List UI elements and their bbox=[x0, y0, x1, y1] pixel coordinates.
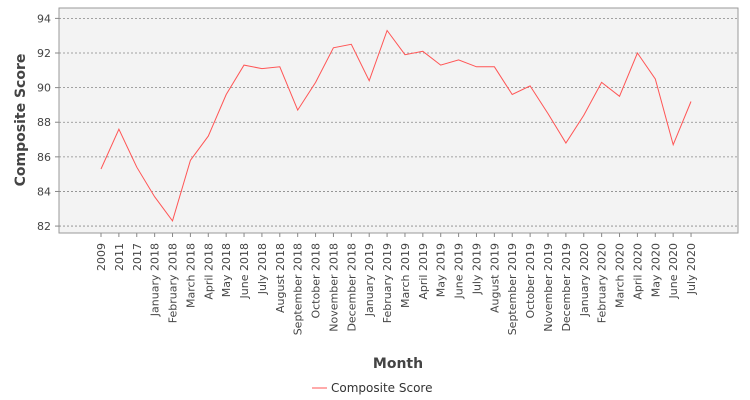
x-tick-label: January 2018 bbox=[149, 243, 162, 317]
x-tick-label: February 2020 bbox=[596, 243, 609, 323]
x-tick-label: July 2018 bbox=[256, 243, 269, 295]
x-tick-label: April 2020 bbox=[631, 243, 644, 300]
data-point bbox=[368, 79, 371, 82]
y-axis-title: Composite Score bbox=[13, 54, 29, 187]
x-tick-label: July 2020 bbox=[685, 243, 698, 295]
x-tick-label: June 2019 bbox=[453, 243, 466, 299]
x-tick-label: November 2018 bbox=[327, 243, 340, 332]
x-tick-label: December 2019 bbox=[560, 243, 573, 332]
data-point bbox=[350, 43, 353, 46]
data-point bbox=[278, 65, 281, 68]
data-point bbox=[386, 29, 389, 32]
y-tick-label: 88 bbox=[37, 116, 51, 129]
y-axis-ticks: 82 84 86 88 90 92 94 bbox=[37, 12, 59, 233]
data-point bbox=[421, 50, 424, 53]
data-point bbox=[475, 65, 478, 68]
x-tick-label: May 2020 bbox=[649, 243, 662, 297]
data-point bbox=[225, 93, 228, 96]
y-tick-label: 90 bbox=[37, 82, 51, 95]
x-tick-label: March 2019 bbox=[399, 243, 412, 308]
data-point bbox=[493, 65, 496, 68]
data-point bbox=[314, 81, 317, 84]
x-tick-label: May 2019 bbox=[435, 243, 448, 297]
data-point bbox=[207, 135, 210, 138]
y-tick-label: 82 bbox=[37, 220, 51, 233]
x-tick-label: March 2020 bbox=[614, 243, 627, 308]
data-point bbox=[100, 167, 103, 170]
data-point bbox=[457, 58, 460, 61]
x-tick-label: November 2019 bbox=[542, 243, 555, 332]
y-tick-label: 92 bbox=[37, 47, 51, 60]
y-tick-label: 94 bbox=[37, 12, 51, 25]
data-point bbox=[135, 166, 138, 169]
data-point bbox=[153, 195, 156, 198]
data-point bbox=[690, 100, 693, 103]
data-point bbox=[189, 159, 192, 162]
x-tick-label: 2009 bbox=[95, 243, 108, 271]
x-tick-label: March 2018 bbox=[184, 243, 197, 308]
x-tick-label: 2017 bbox=[131, 243, 144, 271]
x-tick-label: 2011 bbox=[113, 243, 126, 271]
legend: Composite Score bbox=[312, 381, 432, 395]
x-tick-label: October 2019 bbox=[524, 243, 537, 319]
x-tick-label: September 2018 bbox=[292, 243, 305, 335]
x-tick-label: June 2018 bbox=[238, 243, 251, 299]
x-tick-label: October 2018 bbox=[310, 243, 323, 319]
x-tick-label: April 2018 bbox=[202, 243, 215, 300]
data-point bbox=[672, 143, 675, 146]
data-point bbox=[636, 52, 639, 55]
data-point bbox=[547, 112, 550, 115]
series-lines bbox=[100, 29, 693, 223]
data-point bbox=[403, 53, 406, 56]
data-point bbox=[600, 81, 603, 84]
data-point bbox=[439, 64, 442, 67]
data-point bbox=[618, 95, 621, 98]
y-tick-label: 84 bbox=[37, 185, 51, 198]
x-tick-label: December 2018 bbox=[345, 243, 358, 332]
data-point bbox=[332, 46, 335, 49]
x-tick-label: September 2019 bbox=[506, 243, 519, 335]
data-point bbox=[296, 109, 299, 112]
data-point bbox=[582, 114, 585, 117]
x-tick-label: February 2019 bbox=[381, 243, 394, 323]
data-point bbox=[564, 142, 567, 145]
data-point bbox=[529, 84, 532, 87]
series-line-composite-score bbox=[100, 29, 692, 223]
x-tick-label: February 2018 bbox=[167, 243, 180, 323]
x-tick-label: January 2019 bbox=[363, 243, 376, 317]
x-tick-label: June 2020 bbox=[667, 243, 680, 299]
x-axis-ticks: 2009 2011 2017 January 2018 February 2018 Mar… bbox=[95, 233, 698, 335]
data-point bbox=[243, 64, 246, 67]
x-tick-label: April 2019 bbox=[417, 243, 430, 300]
data-point bbox=[654, 77, 657, 80]
x-tick-label: May 2018 bbox=[220, 243, 233, 297]
data-point bbox=[511, 93, 514, 96]
data-point bbox=[260, 67, 263, 70]
x-tick-label: August 2019 bbox=[488, 243, 501, 313]
plot-area bbox=[58, 7, 739, 234]
data-point bbox=[117, 128, 120, 131]
x-tick-label: January 2020 bbox=[578, 243, 591, 317]
x-tick-label: July 2019 bbox=[470, 243, 483, 295]
x-tick-label: August 2018 bbox=[274, 243, 287, 313]
gridlines bbox=[59, 17, 738, 227]
legend-label: Composite Score bbox=[331, 381, 432, 395]
x-axis-title: Month bbox=[373, 356, 423, 372]
data-point bbox=[171, 219, 174, 222]
y-tick-label: 86 bbox=[37, 151, 51, 164]
